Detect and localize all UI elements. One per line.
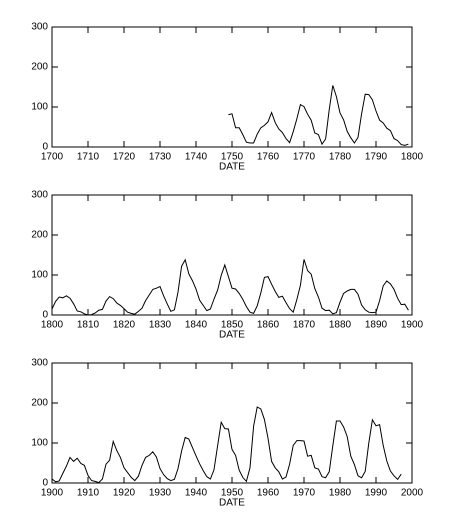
x-tick-label: 1960 [257,488,280,499]
x-tick-label: 1780 [329,152,352,163]
x-tick-label: 1900 [41,488,64,499]
y-tick-label: 100 [31,438,48,449]
y-tick-label: 0 [42,142,48,153]
x-tick-label: 1880 [329,320,352,331]
x-axis-label: DATE [219,330,245,341]
y-tick-label: 200 [31,230,48,241]
x-tick-label: 2000 [401,488,424,499]
y-tick-label: 0 [42,310,48,321]
x-tick-label: 1850 [221,320,244,331]
series-line [51,258,409,316]
x-tick-label: 1820 [113,320,136,331]
x-tick-label: 1890 [365,320,388,331]
x-tick-label: 1930 [149,488,172,499]
x-tick-label: 1900 [401,320,424,331]
x-tick-label: 1750 [221,152,244,163]
x-tick-label: 1740 [185,152,208,163]
y-tick-label: 200 [31,398,48,409]
x-tick-label: 1800 [41,320,64,331]
x-tick-label: 1800 [401,152,424,163]
x-tick-label: 1980 [329,488,352,499]
x-tick-label: 1700 [41,152,64,163]
x-tick-label: 1990 [365,488,388,499]
x-tick-label: 1860 [257,320,280,331]
y-tick-label: 300 [31,190,48,201]
x-tick-label: 1710 [77,152,100,163]
x-tick-label: 1810 [77,320,100,331]
x-tick-label: 1970 [293,488,316,499]
y-tick-label: 100 [31,270,48,281]
x-tick-label: 1910 [77,488,100,499]
y-tick-label: 300 [31,22,48,33]
x-tick-label: 1950 [221,488,244,499]
x-tick-label: 1720 [113,152,136,163]
plot-frame [51,194,413,316]
x-tick-label: 1770 [293,152,316,163]
x-tick-label: 1790 [365,152,388,163]
x-tick-label: 1760 [257,152,280,163]
x-tick-label: 1840 [185,320,208,331]
y-tick-label: 100 [31,102,48,113]
x-tick-label: 1870 [293,320,316,331]
x-axis-label: DATE [219,162,245,173]
plot-frame [51,26,413,148]
x-tick-label: 1730 [149,152,172,163]
series-line [51,406,402,484]
y-tick-label: 200 [31,62,48,73]
x-tick-label: 1920 [113,488,136,499]
x-tick-label: 1940 [185,488,208,499]
series-line [228,85,409,146]
x-axis-label: DATE [219,498,245,509]
x-tick-label: 1830 [149,320,172,331]
y-tick-label: 300 [31,358,48,369]
y-tick-label: 0 [42,478,48,489]
